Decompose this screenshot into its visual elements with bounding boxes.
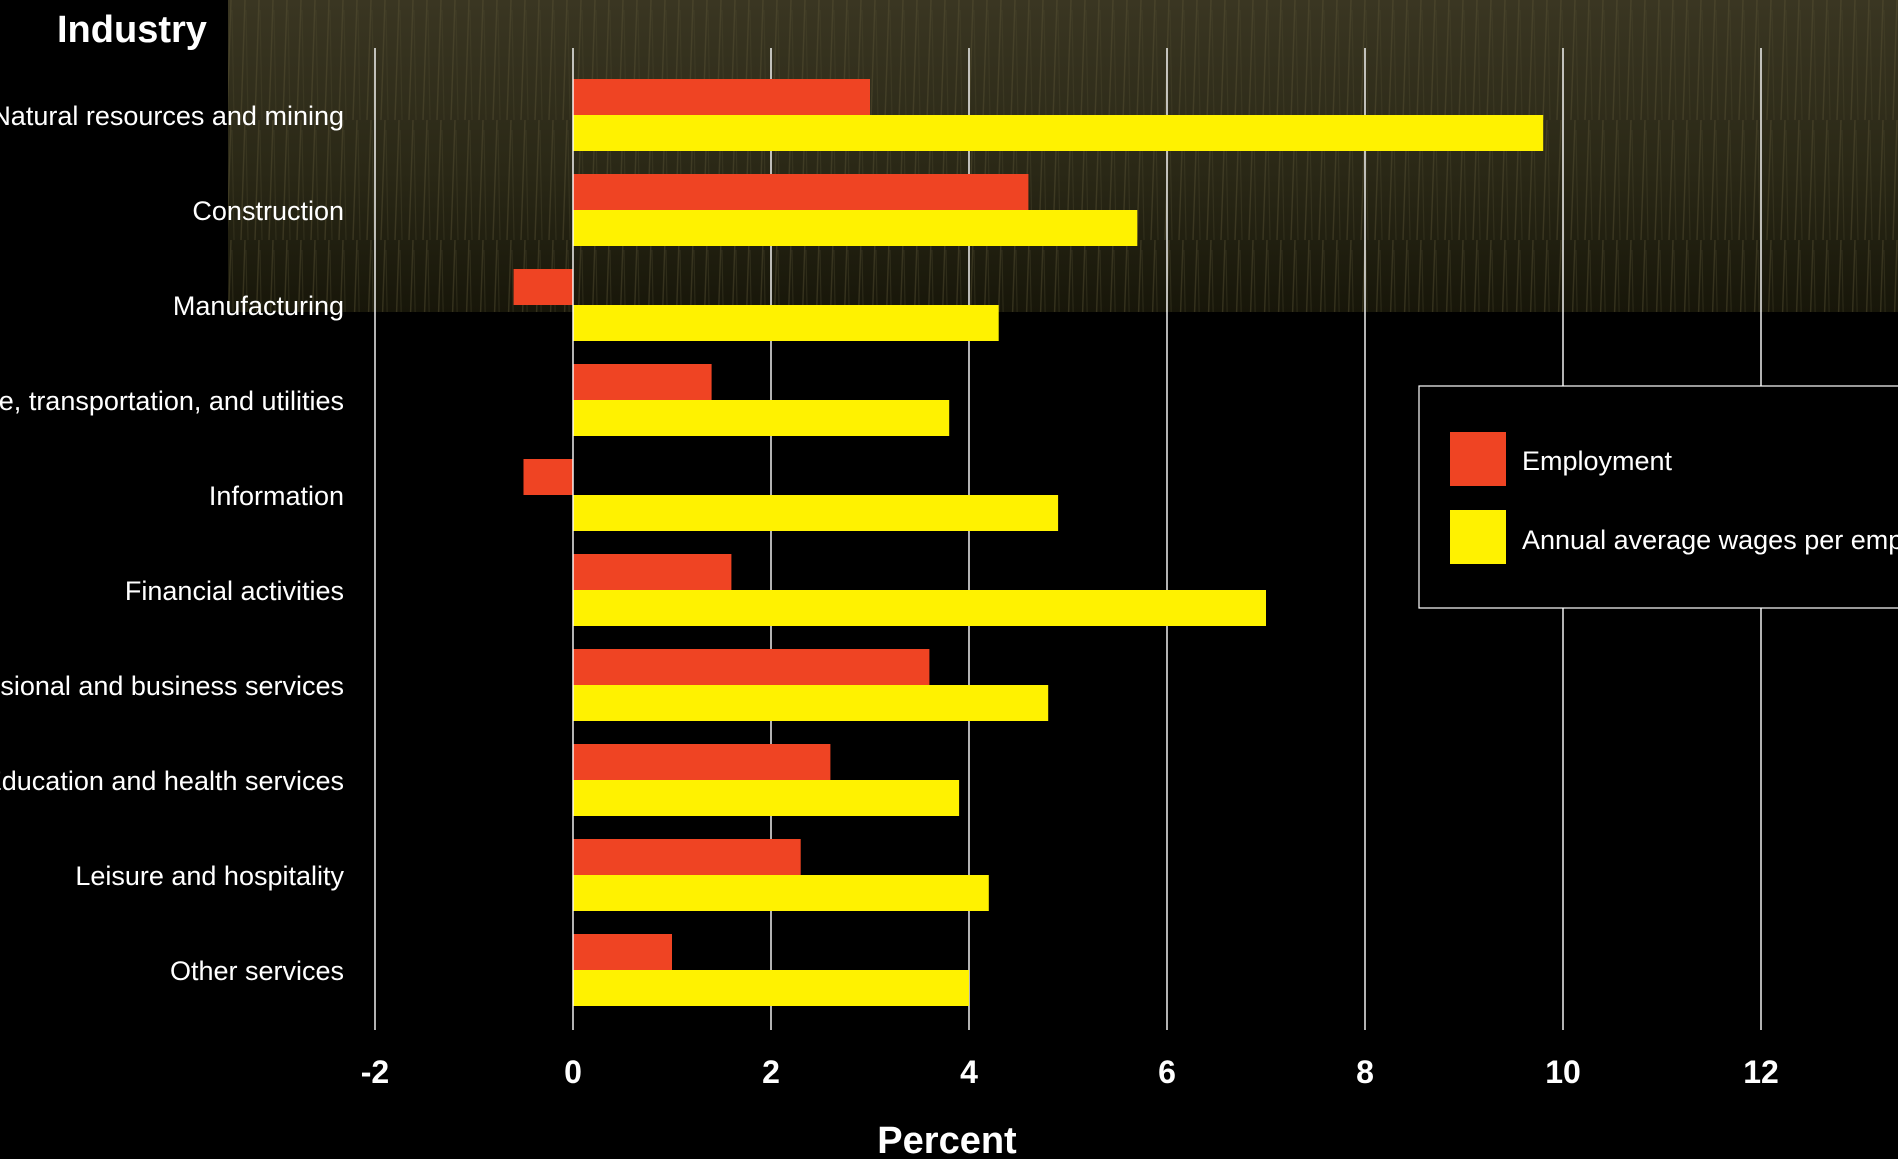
wages-bar-1 bbox=[573, 210, 1138, 246]
category-label-9: Other services bbox=[170, 956, 344, 986]
employment-bar-8 bbox=[573, 839, 801, 875]
category-label-8: Leisure and hospitality bbox=[75, 861, 344, 891]
legend-label-wages: Annual average wages per employee bbox=[1522, 525, 1898, 555]
y-axis-title: Industry bbox=[57, 9, 207, 51]
legend-label-employment: Employment bbox=[1522, 446, 1673, 476]
wages-bar-9 bbox=[573, 970, 969, 1006]
legend-swatch-wages bbox=[1450, 510, 1506, 564]
category-label-6: Professional and business services bbox=[0, 671, 344, 701]
wages-bar-8 bbox=[573, 875, 989, 911]
wages-bar-2 bbox=[573, 305, 999, 341]
category-label-2: Manufacturing bbox=[173, 291, 344, 321]
employment-bar-5 bbox=[573, 554, 732, 590]
wages-bar-6 bbox=[573, 685, 1049, 721]
x-tick-label-6: 6 bbox=[1158, 1054, 1176, 1090]
x-tick-label-10: 10 bbox=[1545, 1054, 1581, 1090]
x-axis-title: Percent bbox=[877, 1120, 1017, 1159]
x-tick-label-2: 2 bbox=[762, 1054, 780, 1090]
category-label-7: Education and health services bbox=[0, 766, 344, 796]
employment-bar-2 bbox=[513, 269, 573, 305]
employment-bar-7 bbox=[573, 744, 831, 780]
wages-bar-4 bbox=[573, 495, 1059, 531]
category-label-0: Natural resources and mining bbox=[0, 101, 344, 131]
category-label-1: Construction bbox=[192, 196, 344, 226]
x-tick-label-neg2: -2 bbox=[361, 1054, 389, 1090]
wages-bar-5 bbox=[573, 590, 1266, 626]
legend: Employment Annual average wages per empl… bbox=[1418, 385, 1898, 609]
category-label-5: Financial activities bbox=[125, 576, 344, 606]
employment-bar-3 bbox=[573, 364, 712, 400]
background-photo bbox=[228, 0, 1898, 312]
wages-bar-0 bbox=[573, 115, 1544, 151]
x-tick-label-12: 12 bbox=[1743, 1054, 1779, 1090]
employment-bar-6 bbox=[573, 649, 930, 685]
legend-swatch-employment bbox=[1450, 432, 1506, 486]
wages-bar-7 bbox=[573, 780, 960, 816]
bars bbox=[513, 48, 1544, 1030]
category-labels: Natural resources and mining Construction… bbox=[0, 101, 344, 986]
x-tick-labels: -2 0 2 4 6 8 10 12 bbox=[361, 1054, 1779, 1090]
x-tick-label-8: 8 bbox=[1356, 1054, 1374, 1090]
category-label-4: Information bbox=[209, 481, 344, 511]
employment-bar-1 bbox=[573, 174, 1029, 210]
x-tick-label-4: 4 bbox=[960, 1054, 978, 1090]
legend-box bbox=[1418, 385, 1898, 609]
category-label-3: Trade, transportation, and utilities bbox=[0, 386, 344, 416]
employment-bar-4 bbox=[523, 459, 573, 495]
x-tick-label-0: 0 bbox=[564, 1054, 582, 1090]
wages-bar-3 bbox=[573, 400, 950, 436]
employment-bar-9 bbox=[573, 934, 672, 970]
employment-bar-0 bbox=[573, 79, 870, 115]
